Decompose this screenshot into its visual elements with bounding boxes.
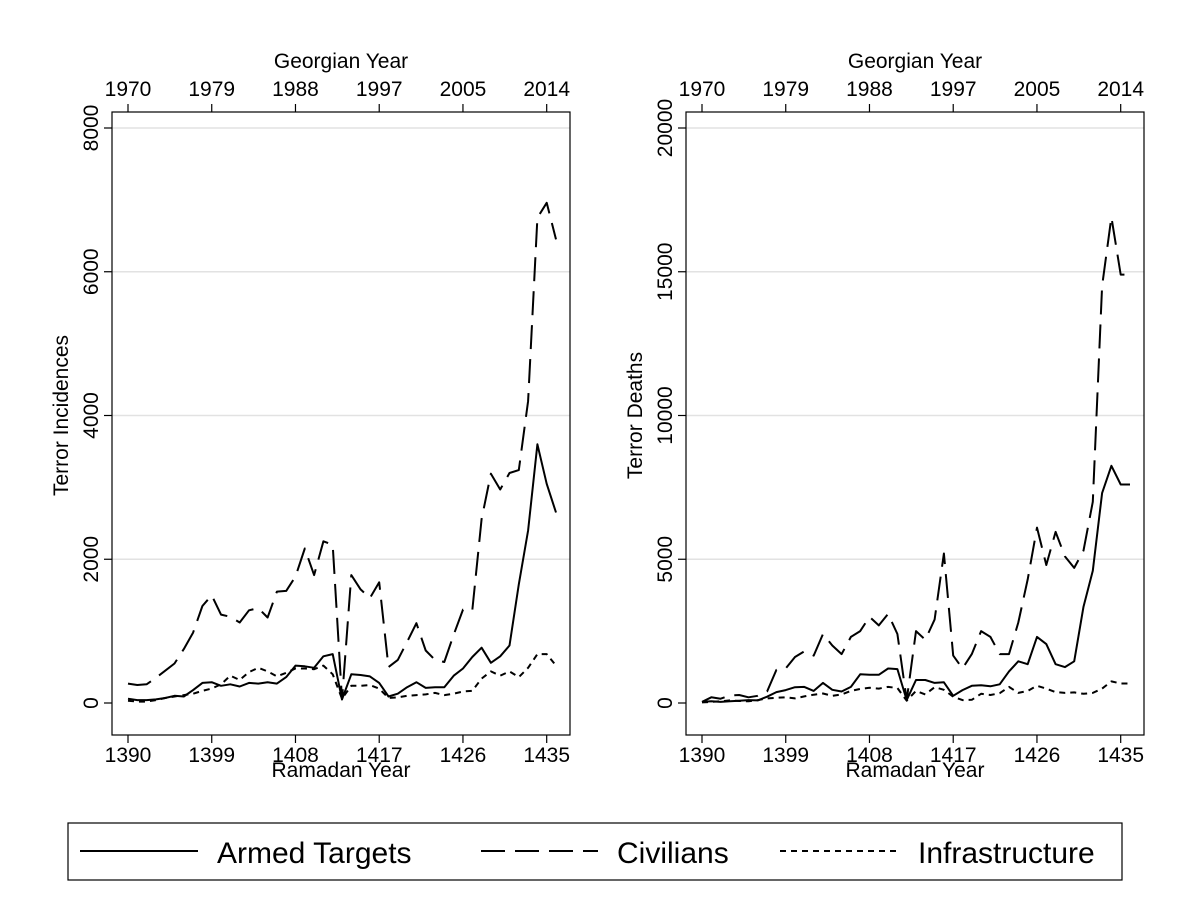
legend-label-infrastructure: Infrastructure — [918, 837, 1095, 870]
legend: Armed Targets Civilians Infrastructure — [67, 822, 1123, 881]
x-tick-label: 1408 — [272, 744, 319, 767]
y-tick-label: 6000 — [80, 248, 103, 295]
plot-frame — [685, 111, 1145, 736]
top-x-tick-label: 1979 — [762, 78, 809, 101]
y-tick-label: 20000 — [654, 99, 677, 157]
y-tick-label: 8000 — [80, 105, 103, 152]
top-x-tick-label: 1970 — [679, 78, 726, 101]
top-x-tick-label: 1997 — [930, 78, 977, 101]
panel-terror-deaths: 0 5000 10000 15000 20000 1390 1399 1408 1417 1426… — [624, 50, 1145, 782]
x-tick-label: 1426 — [440, 744, 487, 767]
x-tick-label: 1435 — [1097, 744, 1144, 767]
top-x-tick-label: 1988 — [272, 78, 319, 101]
x-axis-title: Ramadan Year — [272, 759, 411, 782]
x-tick-label: 1399 — [762, 744, 809, 767]
y-axis-title: Terror Deaths — [624, 352, 647, 479]
series-line-infrastructure — [701, 680, 1130, 704]
top-x-tick-label: 1979 — [188, 78, 235, 101]
legend-label-civilians: Civilians — [617, 837, 729, 870]
series-line-civilians — [701, 216, 1130, 703]
top-axis-title: Georgian Year — [848, 50, 982, 73]
plot-frame — [111, 111, 571, 736]
panel-terror-incidences: 0 2000 4000 6000 8000 1390 1399 1408 1417 1426 143… — [50, 50, 571, 782]
top-x-tick-label: 1988 — [846, 78, 893, 101]
y-tick-label: 0 — [654, 697, 677, 709]
series-line-infrastructure — [127, 653, 557, 703]
top-x-tick-label: 1997 — [356, 78, 403, 101]
x-tick-label: 1417 — [356, 744, 403, 767]
legend-label-armed-targets: Armed Targets — [217, 837, 412, 870]
top-x-tick-label: 2005 — [1014, 78, 1061, 101]
x-tick-label: 1399 — [188, 744, 235, 767]
x-tick-label: 1390 — [105, 744, 152, 767]
y-tick-label: 0 — [80, 697, 103, 709]
y-tick-label: 10000 — [654, 386, 677, 444]
y-tick-label: 5000 — [654, 536, 677, 583]
y-tick-label: 4000 — [80, 392, 103, 439]
x-tick-label: 1417 — [930, 744, 977, 767]
x-tick-label: 1390 — [679, 744, 726, 767]
series-line-armed-targets — [701, 464, 1130, 703]
series-line-civilians — [127, 201, 557, 701]
x-tick-label: 1408 — [846, 744, 893, 767]
y-axis-title: Terror Incidences — [50, 335, 73, 496]
top-x-tick-label: 2014 — [1097, 78, 1144, 101]
y-tick-label: 15000 — [654, 243, 677, 301]
legend-box — [67, 822, 1123, 881]
series-line-armed-targets — [127, 443, 557, 702]
x-tick-label: 1426 — [1014, 744, 1061, 767]
y-tick-label: 2000 — [80, 536, 103, 583]
top-x-tick-label: 2005 — [440, 78, 487, 101]
x-tick-label: 1435 — [523, 744, 570, 767]
top-axis-title: Georgian Year — [274, 50, 408, 73]
top-x-tick-label: 2014 — [523, 78, 570, 101]
x-axis-title: Ramadan Year — [846, 759, 985, 782]
top-x-tick-label: 1970 — [105, 78, 152, 101]
